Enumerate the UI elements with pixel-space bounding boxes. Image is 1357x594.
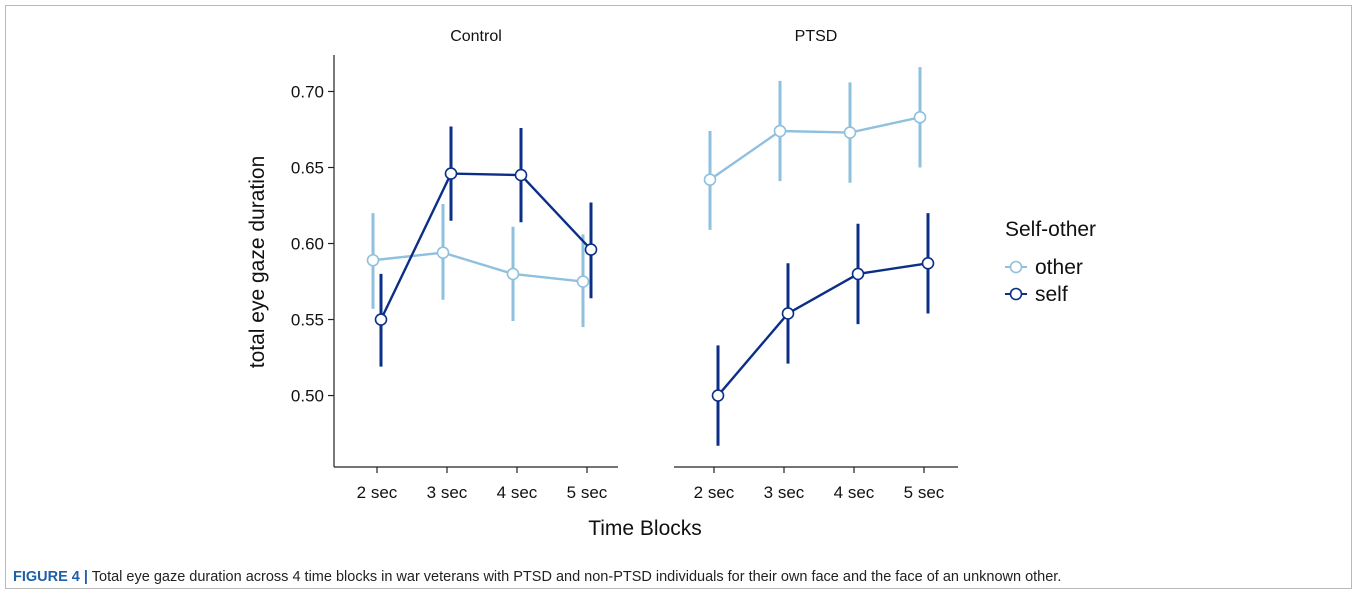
- figure-caption: FIGURE 4 | Total eye gaze duration acros…: [13, 569, 1348, 586]
- data-point-self: [711, 389, 725, 402]
- x-tick-label: 3 sec: [764, 483, 805, 502]
- y-tick-label: 0.70: [291, 82, 324, 101]
- x-tick-label: 3 sec: [427, 483, 468, 502]
- data-point-self: [514, 168, 528, 182]
- legend-label-other: other: [1035, 256, 1083, 279]
- data-point-self: [921, 256, 935, 270]
- y-tick-label: 0.65: [291, 159, 324, 178]
- caption-text: Total eye gaze duration across 4 time bl…: [91, 569, 1062, 585]
- x-axis-title: Time Blocks: [588, 517, 702, 540]
- legend-marker-other: [1009, 260, 1023, 274]
- figure-label: FIGURE 4 |: [13, 569, 88, 585]
- line-chart: 0.50 0.55 0.60 0.65 0.70 Control 2 sec 3 sec 4 s…: [246, 28, 1096, 540]
- data-point-other: [843, 126, 857, 139]
- data-point-other: [703, 173, 717, 186]
- series-line-self: [717, 262, 929, 397]
- chart-plot-area: 0.50 0.55 0.60 0.65 0.70 Control 2 sec 3 sec 4 s…: [291, 28, 958, 502]
- figure-frame: [5, 5, 1352, 589]
- series-line-self: [379, 172, 592, 321]
- panel-title: PTSD: [795, 28, 838, 45]
- data-point-self: [444, 167, 458, 180]
- data-point-other: [576, 275, 590, 288]
- data-point-other: [366, 253, 380, 267]
- data-point-other: [436, 246, 450, 259]
- y-axis-title: total eye gaze duration: [246, 156, 269, 368]
- data-point-self: [781, 307, 795, 320]
- data-point-self: [374, 313, 388, 326]
- x-tick-label: 5 sec: [567, 483, 608, 502]
- data-point-self: [584, 243, 598, 256]
- series-line-other: [372, 251, 584, 283]
- x-tick-label: 2 sec: [357, 483, 398, 502]
- x-tick-label: 4 sec: [834, 483, 875, 502]
- x-tick-label: 4 sec: [497, 483, 538, 502]
- y-tick-label: 0.55: [291, 311, 324, 330]
- legend-marker-self: [1009, 287, 1023, 301]
- data-point-other: [506, 267, 520, 281]
- series-line-other: [709, 116, 921, 181]
- y-tick-label: 0.60: [291, 235, 324, 254]
- y-tick-label: 0.50: [291, 387, 324, 406]
- data-point-other: [913, 111, 927, 124]
- panel-title: Control: [450, 28, 502, 45]
- legend-title: Self-other: [1005, 218, 1096, 241]
- data-point-self: [851, 267, 865, 281]
- x-tick-label: 5 sec: [904, 483, 945, 502]
- legend-label-self: self: [1035, 283, 1068, 306]
- data-point-other: [773, 124, 787, 138]
- x-tick-label: 2 sec: [694, 483, 735, 502]
